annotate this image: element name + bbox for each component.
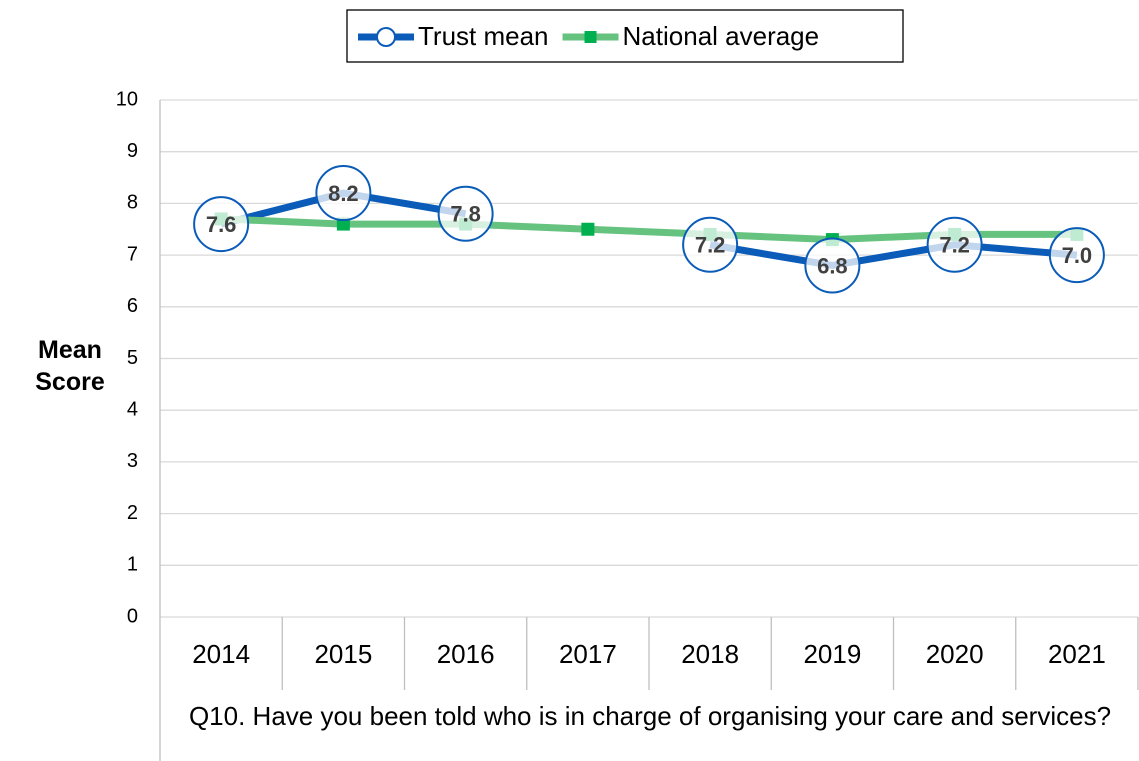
legend-box xyxy=(346,9,904,63)
y-tick-label: 4 xyxy=(127,398,138,420)
x-tick-label: 2021 xyxy=(1048,639,1106,669)
y-tick-label: 0 xyxy=(127,605,138,627)
point-marker xyxy=(437,185,494,242)
legend-marker xyxy=(584,31,597,43)
x-axis-label: Q10. Have you been told who is in charge… xyxy=(188,701,1112,731)
x-tick-label: 2015 xyxy=(314,639,372,669)
y-tick-label: 5 xyxy=(127,347,138,369)
legend-label: National average xyxy=(623,21,820,51)
x-tick-label: 2019 xyxy=(803,639,861,669)
point-marker xyxy=(315,165,372,222)
x-tick-label: 2014 xyxy=(192,639,250,669)
point-marker xyxy=(193,196,250,253)
y-tick-label: 7 xyxy=(127,243,138,265)
y-tick-label: 2 xyxy=(127,502,138,524)
data-label: 7.6 xyxy=(206,212,237,237)
y-tick-label: 8 xyxy=(127,192,138,214)
point-marker xyxy=(581,222,595,236)
y-tick-label: 3 xyxy=(127,450,138,472)
point-marker xyxy=(926,216,983,273)
y-tick-label: 10 xyxy=(116,88,138,110)
legend-label: Trust mean xyxy=(418,21,549,51)
data-label: 6.8 xyxy=(817,253,848,278)
x-tick-label: 2016 xyxy=(437,639,495,669)
y-tick-label: 1 xyxy=(127,554,138,576)
series-line xyxy=(709,241,1078,269)
data-label: 8.2 xyxy=(328,181,359,206)
point-marker xyxy=(682,216,739,273)
legend-marker xyxy=(376,27,396,47)
x-tick-label: 2017 xyxy=(559,639,617,669)
y-tick-label: 9 xyxy=(127,140,138,162)
data-label: 7.2 xyxy=(939,233,970,258)
y-tick-label: 6 xyxy=(127,295,138,317)
data-label: 7.2 xyxy=(695,233,726,258)
x-tick-label: 2018 xyxy=(681,639,739,669)
data-label: 7.8 xyxy=(450,202,481,227)
x-tick-label: 2020 xyxy=(926,639,984,669)
y-axis-label: Mean Score xyxy=(35,336,105,396)
data-label: 7.0 xyxy=(1062,243,1093,268)
point-marker xyxy=(804,237,861,294)
point-marker xyxy=(1048,227,1105,284)
